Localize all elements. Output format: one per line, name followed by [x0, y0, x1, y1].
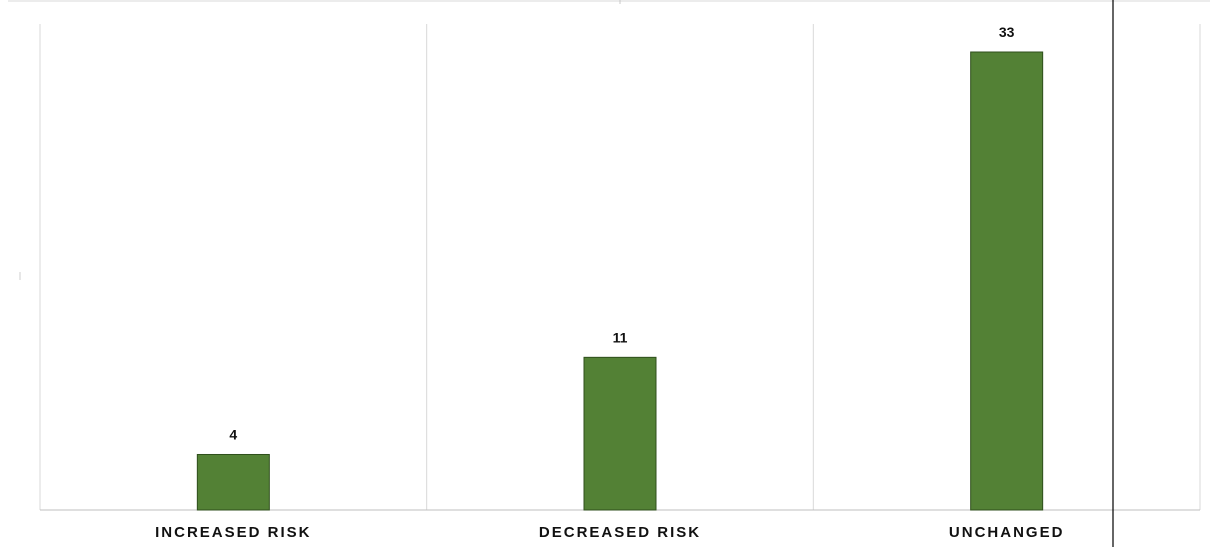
data-label: 4 [229, 426, 237, 442]
bars [196, 51, 1044, 511]
bar-unchanged [970, 51, 1044, 511]
bar-decreased-risk [583, 356, 657, 511]
category-label: DECREASED RISK [539, 524, 701, 541]
value-labels: 4 11 33 [229, 24, 1014, 442]
data-label: 33 [999, 24, 1015, 40]
data-label: 11 [613, 329, 628, 345]
category-label: INCREASED RISK [155, 524, 311, 541]
chart-frame [8, 0, 1210, 280]
category-label: UNCHANGED [949, 524, 1065, 541]
category-labels: INCREASED RISK DECREASED RISK UNCHANGED [155, 524, 1065, 541]
bar-increased-risk [196, 453, 270, 511]
